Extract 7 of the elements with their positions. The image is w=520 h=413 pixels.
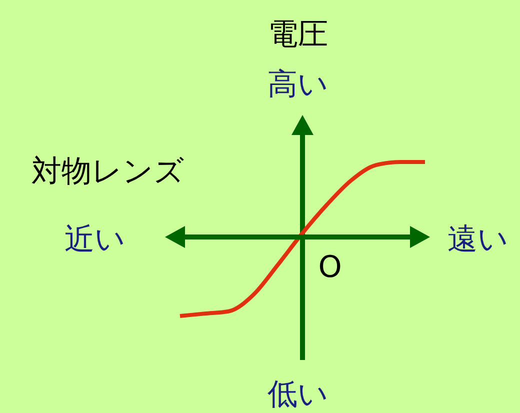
text: 遠い bbox=[448, 222, 508, 257]
text: 高い bbox=[268, 67, 328, 102]
text: 低い bbox=[268, 377, 328, 412]
x-axis-title: 対物レンズ bbox=[32, 154, 184, 189]
text: 近い bbox=[64, 222, 126, 257]
annotation: O bbox=[318, 250, 342, 285]
y-axis-title: 電圧 bbox=[268, 17, 328, 52]
